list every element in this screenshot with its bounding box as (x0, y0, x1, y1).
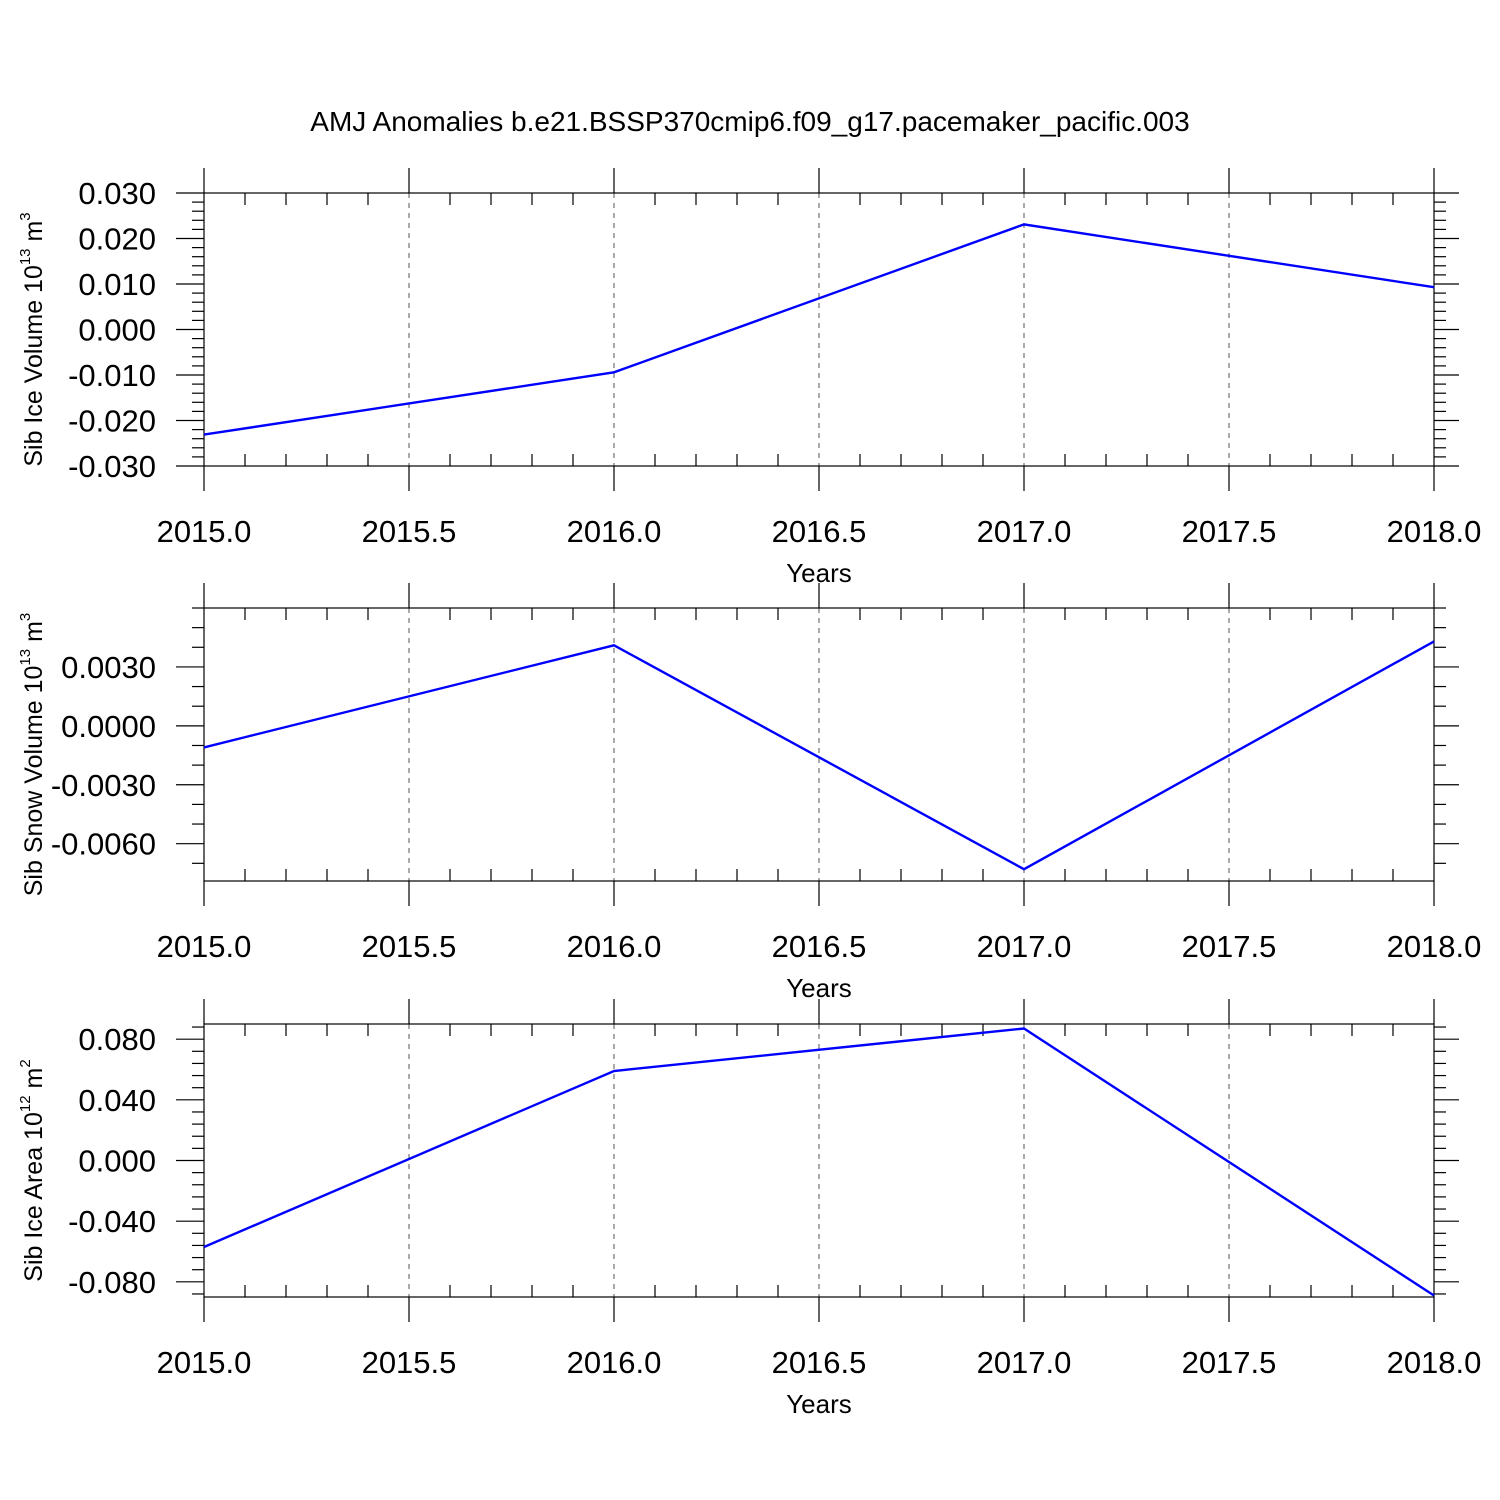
x-axis-label: Years (786, 973, 852, 1003)
y-label-unit-exponent: 2 (17, 1059, 34, 1067)
y-tick-label: -0.080 (68, 1265, 156, 1300)
x-tick-label: 2016.5 (772, 1345, 867, 1380)
y-tick-label: 0.0030 (61, 650, 156, 685)
y-tick-label: 0.0000 (61, 709, 156, 744)
x-tick-label: 2015.5 (362, 929, 457, 964)
y-label-unit-exponent: 3 (17, 212, 34, 220)
y-tick-label: -0.040 (68, 1204, 156, 1239)
y-label-text: Sib Snow Volume 10 (20, 666, 48, 897)
y-tick-label: -0.0030 (51, 768, 156, 803)
x-tick-label: 2016.5 (772, 514, 867, 549)
x-tick-label: 2018.0 (1387, 1345, 1482, 1380)
series-line (203, 223, 1435, 436)
y-tick-label: 0.020 (78, 222, 156, 257)
y-tick-label: 0.080 (78, 1022, 156, 1057)
y-label-text: Sib Ice Volume 10 (20, 265, 48, 467)
x-tick-label: 2015.0 (157, 929, 252, 964)
x-tick-label: 2015.0 (157, 1345, 252, 1380)
y-tick-label: 0.010 (78, 267, 156, 302)
x-tick-label: 2016.5 (772, 929, 867, 964)
y-axis-label: Sib Ice Volume 1013 m3 (17, 212, 48, 466)
panels: 2015.0 2015.5 2016.0 2016.5 2017.0 2017.5 2018… (17, 168, 1481, 1419)
y-label-unit-exponent: 3 (17, 613, 34, 621)
series-line (203, 640, 1435, 871)
y-tick-label: 0.040 (78, 1083, 156, 1118)
y-tick-label: 0.030 (78, 176, 156, 211)
panel-3: 2015.0 2015.5 2016.0 2016.5 2017.0 2017.5 2018… (17, 999, 1481, 1419)
x-tick-label: 2016.0 (567, 1345, 662, 1380)
x-tick-label: 2015.5 (362, 1345, 457, 1380)
x-tick-label: 2016.0 (567, 929, 662, 964)
x-tick-label: 2017.5 (1182, 514, 1277, 549)
x-tick-label: 2017.0 (977, 514, 1072, 549)
panel-1: 2015.0 2015.5 2016.0 2016.5 2017.0 2017.5 2018… (17, 168, 1481, 588)
x-axis-label: Years (786, 1389, 852, 1419)
panel-2: 2015.0 2015.5 2016.0 2016.5 2017.0 2017.5 2018… (17, 583, 1481, 1003)
y-axis-label: Sib Snow Volume 1013 m3 (17, 613, 48, 897)
y-axis-label: Sib Ice Area 1012 m2 (17, 1059, 48, 1281)
x-tick-label: 2017.0 (977, 929, 1072, 964)
x-tick-label: 2017.0 (977, 1345, 1072, 1380)
x-tick-label: 2015.0 (157, 514, 252, 549)
y-label-exponent: 13 (17, 248, 34, 265)
y-tick-label: 0.000 (78, 1144, 156, 1179)
y-tick-label: -0.020 (68, 404, 156, 439)
series-line (203, 1027, 1435, 1297)
x-tick-label: 2017.5 (1182, 929, 1277, 964)
x-tick-label: 2018.0 (1387, 514, 1482, 549)
x-tick-label: 2016.0 (567, 514, 662, 549)
y-label-unit: m (20, 221, 48, 249)
y-label-unit: m (20, 621, 48, 649)
y-tick-label: -0.0060 (51, 827, 156, 862)
y-label-exponent: 12 (17, 1095, 34, 1112)
chart-title: AMJ Anomalies b.e21.BSSP370cmip6.f09_g17… (310, 106, 1189, 137)
y-label-unit: m (20, 1068, 48, 1096)
y-label-exponent: 13 (17, 649, 34, 666)
y-label-text: Sib Ice Area 10 (20, 1112, 48, 1282)
y-tick-label: 0.000 (78, 313, 156, 348)
x-tick-label: 2015.5 (362, 514, 457, 549)
x-tick-label: 2017.5 (1182, 1345, 1277, 1380)
x-tick-label: 2018.0 (1387, 929, 1482, 964)
y-tick-label: -0.010 (68, 358, 156, 393)
y-tick-label: -0.030 (68, 449, 156, 484)
